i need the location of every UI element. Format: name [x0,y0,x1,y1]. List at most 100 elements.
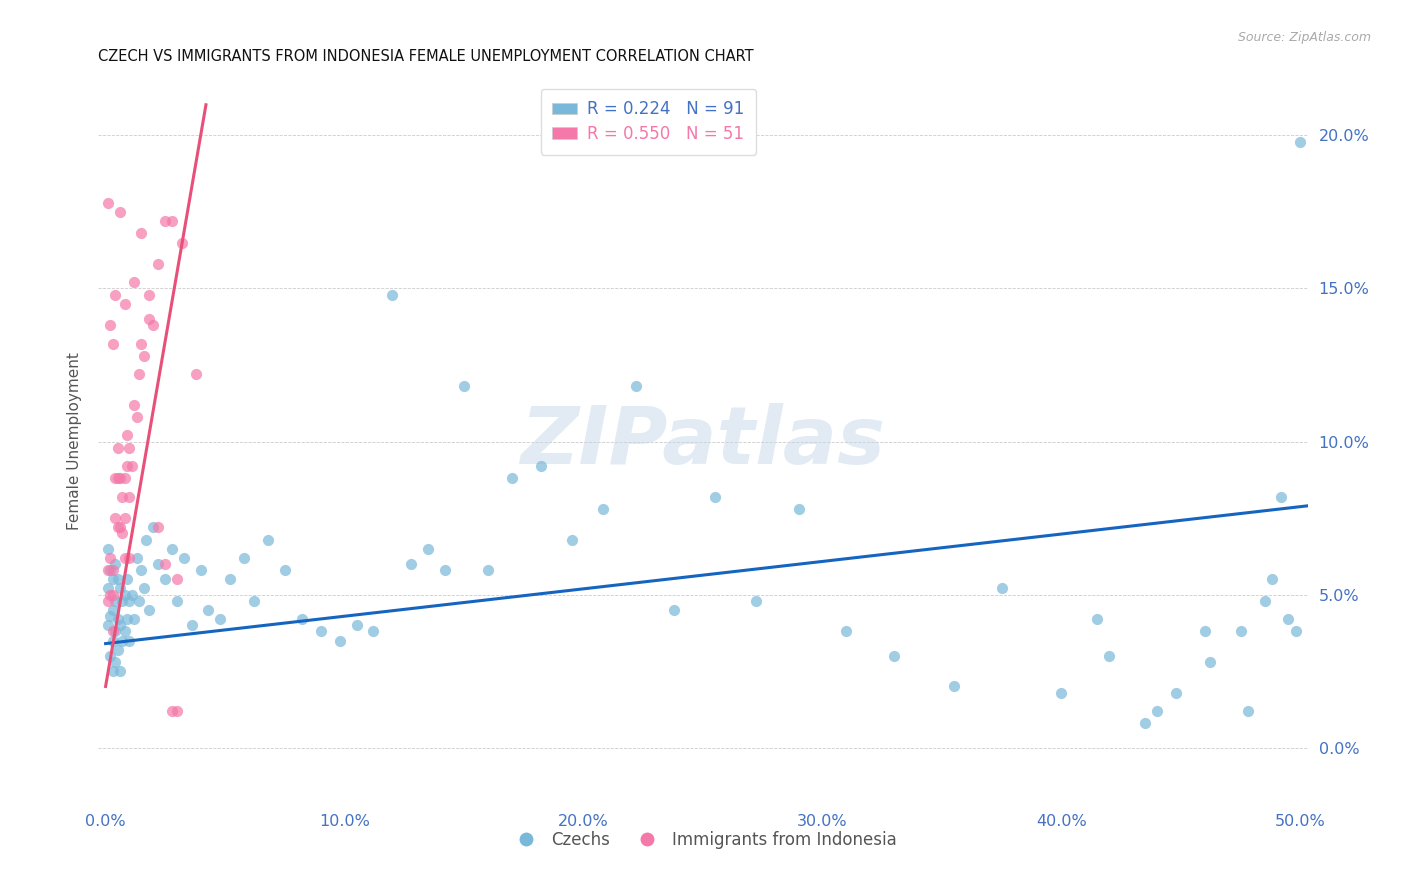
Point [111,526,134,541]
Point [125,550,148,565]
Point [138,603,160,617]
Point [122,276,145,290]
Point [101,603,124,617]
Point [1237,704,1260,718]
Point [98,318,121,333]
Point [624,379,647,393]
Text: CZECH VS IMMIGRANTS FROM INDONESIA FEMALE UNEMPLOYMENT CORRELATION CHART: CZECH VS IMMIGRANTS FROM INDONESIA FEMAL… [98,49,754,64]
Point [101,588,124,602]
Point [108,471,131,485]
Point [132,349,155,363]
Point [1198,655,1220,669]
Point [361,624,384,639]
Point [114,511,136,525]
Point [1261,572,1284,586]
Point [209,612,232,626]
Point [115,612,138,626]
Point [115,428,138,442]
Point [121,588,143,602]
Point [97,563,120,577]
Point [477,563,499,577]
Point [173,550,195,565]
Point [97,582,120,596]
Point [703,490,725,504]
Point [104,593,127,607]
Point [346,618,368,632]
Point [132,582,155,596]
Point [166,572,188,586]
Point [138,287,160,301]
Point [121,458,143,473]
Point [118,441,141,455]
Point [114,550,136,565]
Point [128,367,150,381]
Point [142,520,165,534]
Point [1133,716,1156,731]
Point [664,603,686,617]
Point [107,572,129,586]
Point [125,410,148,425]
Point [166,704,188,718]
Point [111,593,134,607]
Point [744,593,766,607]
Point [115,458,138,473]
Point [98,563,121,577]
Point [257,533,280,547]
Point [101,572,124,586]
Point [111,633,134,648]
Point [101,664,124,678]
Point [142,318,165,333]
Point [155,572,177,586]
Point [186,367,208,381]
Legend: Czechs, Immigrants from Indonesia: Czechs, Immigrants from Indonesia [503,824,903,856]
Point [122,612,145,626]
Point [1285,624,1308,639]
Point [433,563,456,577]
Point [104,471,127,485]
Point [108,618,131,632]
Point [107,471,129,485]
Point [233,550,256,565]
Point [97,541,120,556]
Point [131,336,153,351]
Point [146,520,169,534]
Point [118,633,141,648]
Point [98,588,121,602]
Point [1229,624,1251,639]
Point [107,441,129,455]
Point [115,572,138,586]
Point [787,502,810,516]
Point [381,287,404,301]
Point [166,593,188,607]
Point [98,609,121,624]
Point [131,563,153,577]
Point [290,612,312,626]
Point [108,520,131,534]
Point [114,297,136,311]
Point [155,557,177,571]
Point [118,593,141,607]
Point [135,533,157,547]
Point [190,563,212,577]
Point [1253,593,1275,607]
Point [104,557,127,571]
Point [453,379,475,393]
Point [162,541,184,556]
Point [180,618,202,632]
Point [111,490,134,504]
Point [329,633,352,648]
Point [108,582,131,596]
Point [835,624,858,639]
Point [501,471,523,485]
Point [1146,704,1168,718]
Point [883,648,905,663]
Point [146,257,169,271]
Point [118,490,141,504]
Point [101,563,124,577]
Point [118,550,141,565]
Point [98,648,121,663]
Point [98,550,121,565]
Point [131,227,153,241]
Point [1166,685,1188,699]
Point [170,235,193,250]
